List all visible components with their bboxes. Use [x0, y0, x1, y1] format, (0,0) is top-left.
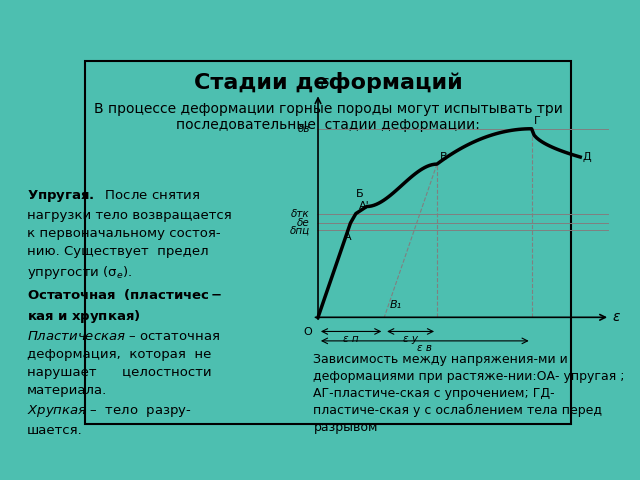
Text: δтк: δтк: [291, 209, 310, 218]
Text: Б: Б: [356, 190, 364, 200]
Text: δе: δе: [297, 218, 310, 228]
Text: В: В: [440, 152, 447, 162]
Text: А': А': [358, 201, 369, 211]
Text: Д: Д: [583, 152, 591, 162]
Text: В процессе деформации горные породы могут испытывать три
последовательные  стади: В процессе деформации горные породы могу…: [93, 102, 563, 132]
Text: δв: δв: [298, 124, 310, 134]
Text: Стадии деформаций: Стадии деформаций: [194, 72, 462, 94]
Text: δ: δ: [321, 77, 329, 91]
Text: А: А: [344, 232, 351, 242]
Text: ε п: ε п: [343, 334, 359, 344]
Text: ε в: ε в: [417, 343, 432, 353]
Text: δпц: δпц: [290, 225, 310, 235]
Text: $\bf{Упругая.}$  После снятия
нагрузки тело возвращается
к первоначальному состо: $\bf{Упругая.}$ После снятия нагрузки те…: [28, 188, 232, 437]
Text: B₁: B₁: [390, 300, 402, 310]
Text: О: О: [304, 327, 312, 337]
Text: ε у: ε у: [403, 334, 418, 344]
Text: Г: Г: [534, 116, 541, 126]
Text: Зависимость между напряжения-ми и деформациями при растяже-нии:ОА- упругая ; АГ-: Зависимость между напряжения-ми и деформ…: [314, 353, 625, 434]
Text: ε: ε: [612, 310, 620, 324]
